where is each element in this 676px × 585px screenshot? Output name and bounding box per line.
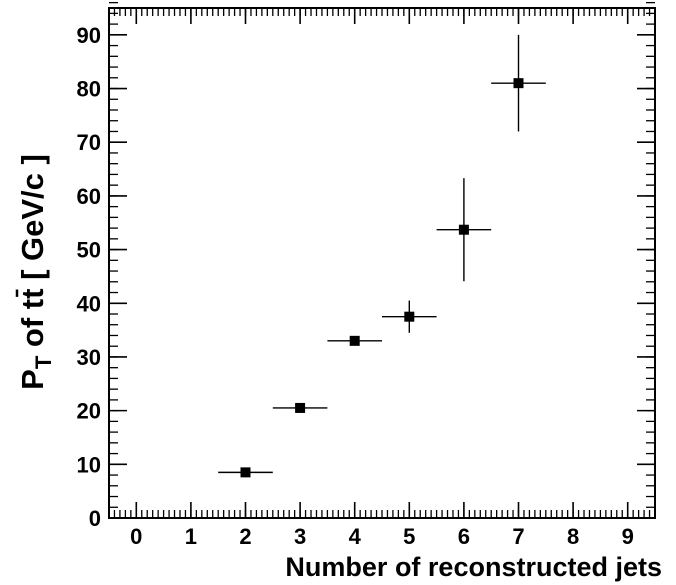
x-tick-label: 9: [622, 524, 634, 549]
x-tick-label: 8: [567, 524, 579, 549]
y-axis-title-unit: [ GeV/c ]: [15, 154, 50, 288]
y-tick-label: 30: [77, 345, 101, 370]
data-markers: [240, 78, 524, 478]
x-tick-label: 6: [458, 524, 470, 549]
y-axis-title-middle: of t: [15, 299, 50, 356]
error-bars: [218, 34, 546, 476]
x-tick-label: 2: [239, 524, 251, 549]
y-axis-title: PT of tt [ GeV/c ]: [15, 154, 56, 390]
y-tick-label: 70: [77, 130, 101, 155]
data-point: [404, 311, 415, 322]
data-point: [349, 335, 360, 346]
plot-frame: [108, 7, 656, 519]
x-tick-label: 3: [294, 524, 306, 549]
data-point: [295, 402, 306, 413]
y-tick-label: 0: [89, 506, 101, 531]
y-axis-title-p: P: [15, 369, 50, 390]
y-tick-label: 80: [77, 77, 101, 102]
svg-text:PT of tt [ GeV/c ]: PT of tt [ GeV/c ]: [15, 154, 56, 390]
x-tick-label: 4: [349, 524, 362, 549]
y-tick-label: 20: [77, 399, 101, 424]
x-tick-label: 0: [130, 524, 142, 549]
minor-ticks: [108, 1, 656, 519]
data-point: [240, 467, 251, 478]
y-tick-label: 60: [77, 184, 101, 209]
x-tick-labels: 0 1 2 3 4 5 6 7 8 9: [130, 524, 634, 549]
y-tick-label: 50: [77, 238, 101, 263]
y-tick-label: 40: [77, 291, 101, 316]
y-tick-label: 10: [77, 452, 101, 477]
y-axis-title-tbar: t: [15, 289, 50, 299]
y-tick-labels: 0 10 20 30 40 50 60 70 80 90: [77, 23, 101, 531]
x-axis-title: Number of reconstructed jets: [285, 552, 662, 582]
major-ticks: [109, 8, 655, 519]
x-tick-label: 1: [185, 524, 197, 549]
data-point: [458, 224, 469, 235]
x-tick-label: 5: [403, 524, 415, 549]
data-point: [513, 78, 524, 89]
x-tick-label: 7: [512, 524, 524, 549]
y-axis-title-subscript: T: [31, 355, 56, 369]
y-tick-label: 90: [77, 23, 101, 48]
